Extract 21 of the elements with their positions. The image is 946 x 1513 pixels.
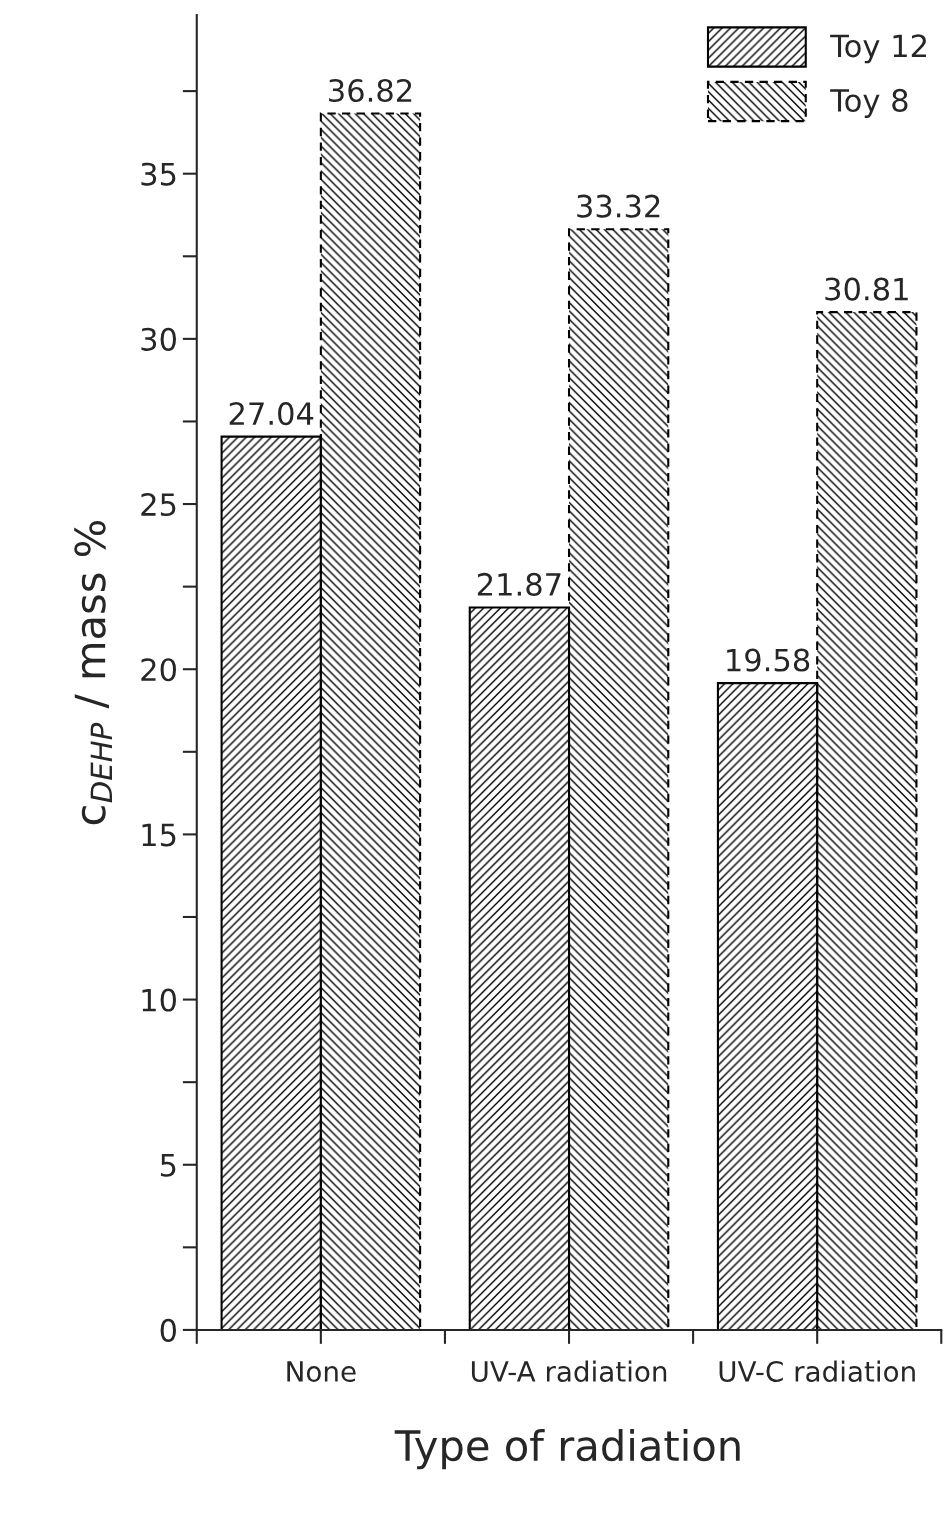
data-label: 19.58 bbox=[727, 648, 810, 672]
y-tick-label: 25 bbox=[141, 492, 176, 517]
x-tick-label: None bbox=[287, 1361, 356, 1382]
y-tick-label: 30 bbox=[141, 327, 176, 351]
data-label: 30.81 bbox=[825, 277, 908, 301]
y-axis-title: c$_{DEHP}$ / mass % bbox=[74, 521, 112, 825]
y-tick-label: 10 bbox=[142, 988, 176, 1012]
data-label: 27.04 bbox=[229, 402, 314, 426]
y-tick-label: 5 bbox=[160, 1154, 176, 1177]
y-tick-label: 35 bbox=[141, 162, 176, 186]
x-axis-title: Type of radiation bbox=[394, 1429, 740, 1470]
y-tick-label: 20 bbox=[141, 658, 176, 682]
legend-label: Toy 12 bbox=[830, 34, 926, 64]
data-label: 36.82 bbox=[329, 78, 412, 103]
y-tick-label: 15 bbox=[142, 823, 176, 847]
x-tick-label: UV-C radiation bbox=[719, 1360, 915, 1382]
x-tick-label: UV-A radiation bbox=[471, 1360, 667, 1382]
data-label: 21.87 bbox=[477, 572, 561, 596]
legend-label: Toy 8 bbox=[830, 88, 908, 118]
y-tick-label: 0 bbox=[160, 1318, 176, 1342]
data-label: 33.32 bbox=[577, 194, 660, 218]
